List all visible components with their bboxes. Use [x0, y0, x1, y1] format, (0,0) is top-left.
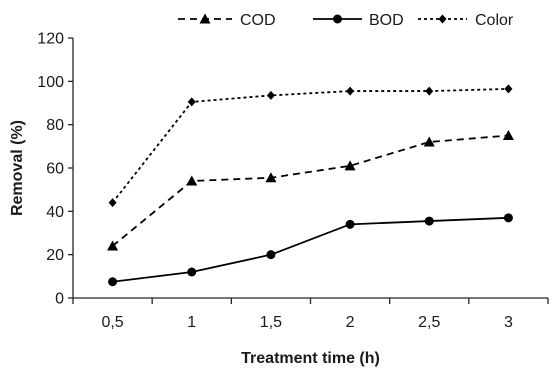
data-point-color	[108, 198, 117, 208]
data-point-bod	[424, 216, 434, 226]
y-axis-title: Removal (%)	[9, 120, 26, 216]
data-point-cod	[186, 175, 198, 186]
legend-label: Color	[475, 12, 514, 29]
data-point-cod	[265, 172, 277, 183]
data-point-color	[504, 84, 513, 94]
x-tick-label: 1	[187, 314, 196, 331]
series-cod	[107, 130, 514, 251]
data-point-bod	[345, 219, 355, 229]
x-tick-label: 2,5	[418, 314, 440, 331]
legend-label: BOD	[369, 12, 404, 29]
legend-item-color: Color	[418, 12, 514, 29]
legend-marker-circle	[333, 14, 342, 24]
y-tick-label: 0	[55, 291, 64, 308]
data-point-bod	[266, 250, 276, 260]
series-layer	[107, 84, 514, 287]
y-tick-label: 40	[46, 204, 64, 221]
data-point-bod	[503, 213, 513, 223]
x-tick-label: 2	[346, 314, 355, 331]
x-tick-label: 1,5	[260, 314, 282, 331]
series-line-cod	[112, 134, 509, 247]
data-point-bod	[187, 267, 197, 277]
x-tick-label: 3	[504, 314, 513, 331]
y-tick-label: 20	[46, 247, 64, 264]
legend-label: COD	[240, 12, 276, 29]
y-tick-label: 80	[46, 117, 64, 134]
y-tick-label: 100	[37, 74, 64, 91]
x-axis-title: Treatment time (h)	[241, 350, 380, 367]
y-tick-label: 60	[46, 161, 64, 178]
legend-marker-diamond	[438, 14, 447, 24]
legend-item-bod: BOD	[313, 12, 404, 29]
data-point-cod	[502, 130, 514, 140]
data-point-cod	[423, 136, 435, 147]
data-point-color	[266, 90, 275, 100]
series-bod	[108, 213, 513, 287]
data-point-color	[346, 86, 355, 96]
data-point-cod	[344, 160, 356, 171]
series-line-color	[111, 88, 509, 204]
y-tick-label: 120	[37, 31, 64, 48]
axes: 0 20 40 60 80 100 120 0,5 1 1,5 2 2,5 3	[37, 31, 549, 331]
series-color	[108, 84, 513, 208]
series-line-bod	[112, 216, 509, 283]
data-point-color	[425, 86, 434, 96]
data-point-bod	[108, 277, 118, 287]
x-tick-label: 0,5	[101, 314, 123, 331]
legend-item-cod: COD	[178, 12, 276, 29]
legend: COD BOD Color	[178, 12, 514, 29]
data-point-cod	[107, 240, 119, 251]
legend-marker-triangle	[199, 13, 211, 24]
data-point-color	[187, 97, 196, 107]
